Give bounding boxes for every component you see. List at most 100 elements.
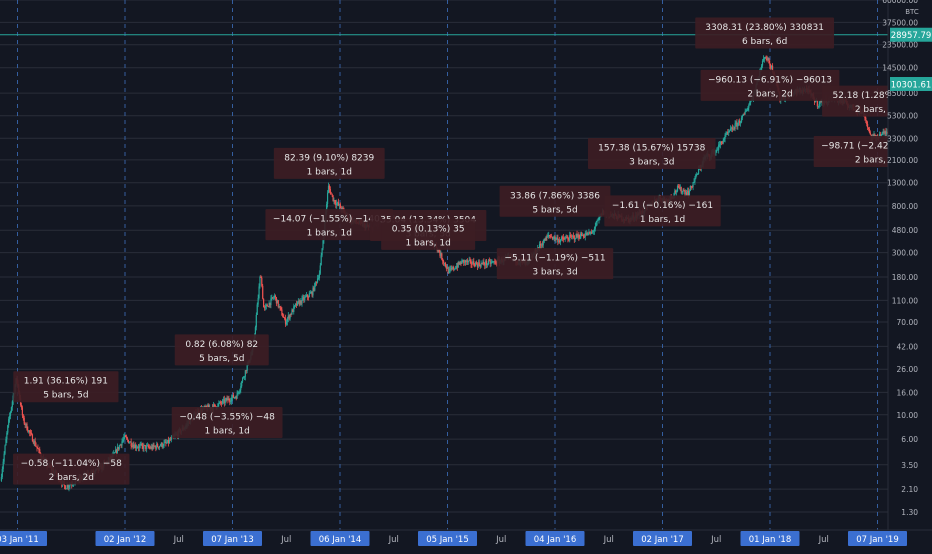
candle-body-819	[749, 102, 750, 104]
candle-body-797	[729, 131, 730, 132]
measure-label-bars-8: 5 bars, 5d	[532, 205, 577, 215]
candle-body-306	[280, 307, 281, 309]
candle-body-124	[114, 453, 115, 454]
candle-body-490	[449, 269, 450, 273]
time-tick-label-5: 06 Jan '14	[319, 535, 361, 545]
candle-body-42	[39, 449, 40, 453]
candle-body-332	[304, 297, 305, 300]
candle-body-739	[676, 191, 677, 192]
price-tick-label-5: 5300.00	[887, 112, 918, 121]
measure-label-bars-12: 6 bars, 6d	[742, 37, 787, 47]
candle-body-517	[473, 261, 474, 265]
candle-body-40	[37, 448, 38, 449]
time-tick-label-7: 05 Jan '15	[426, 535, 468, 545]
candle-body-363	[332, 195, 333, 201]
candle-body-281	[258, 298, 259, 304]
candle-body-2	[3, 462, 4, 469]
candle-body-151	[139, 445, 140, 447]
candle-body-367	[336, 203, 337, 205]
candle-body-295	[270, 298, 271, 305]
candle-body-816	[746, 110, 747, 111]
candle-body-760	[695, 174, 696, 178]
candle-body-180	[165, 442, 166, 443]
price-tick-label-22: 1.30	[901, 508, 918, 517]
candle-body-349	[320, 265, 321, 273]
candle-body-177	[163, 446, 164, 447]
candle-body-147	[135, 445, 136, 448]
measure-label-bars-10: 3 bars, 3d	[629, 157, 674, 167]
candle-body-298	[273, 298, 274, 299]
candle-body-651	[596, 222, 597, 226]
candle-body-3	[4, 454, 5, 462]
candle-body-632	[578, 235, 579, 238]
measure-label-bars-11: 1 bars, 1d	[640, 215, 685, 225]
candle-body-964	[882, 132, 883, 135]
candle-body-181	[166, 443, 167, 444]
candle-body-287	[263, 299, 264, 308]
candle-body-623	[570, 235, 571, 236]
candle-body-617	[565, 238, 566, 239]
candle-body-759	[694, 178, 695, 182]
candle-body-638	[584, 237, 585, 238]
candle-body-803	[735, 123, 736, 129]
candle-body-811	[742, 116, 743, 118]
measure-label-value-2: 0.82 (6.08%) 82	[185, 340, 258, 350]
candle-body-497	[455, 269, 456, 270]
measure-label-bars-4: 1 bars, 1d	[307, 167, 352, 177]
time-tick-label-2: Jul	[173, 535, 184, 545]
candle-body-289	[265, 306, 266, 308]
candle-body-642	[587, 233, 588, 235]
candle-body-261	[239, 390, 240, 392]
candle-body-24	[23, 415, 24, 417]
candle-body-809	[740, 122, 741, 123]
price-tick-label-2: 23500.00	[882, 41, 918, 50]
candle-body-483	[442, 260, 443, 262]
candle-body-357	[327, 193, 328, 204]
candle-body-949	[868, 127, 869, 129]
candle-body-351	[322, 248, 323, 255]
candle-body-266	[244, 377, 245, 378]
price-tick-label-20: 3.50	[901, 461, 918, 470]
candle-body-4	[4, 445, 5, 453]
candle-body-523	[479, 262, 480, 265]
price-tick-label-19: 6.00	[901, 435, 918, 444]
candle-body-514	[470, 260, 471, 264]
candle-body-5	[5, 439, 6, 445]
candle-body-71	[66, 489, 67, 490]
candle-body-258	[237, 393, 238, 398]
candle-body-484	[443, 261, 444, 263]
candle-body-600	[549, 235, 550, 236]
price-tick-label-6: 3300.00	[887, 134, 918, 143]
time-tick-label-3: 07 Jan '13	[211, 535, 253, 545]
candle-body-593	[543, 243, 544, 246]
candle-body-313	[287, 319, 288, 322]
candle-body-28	[26, 424, 27, 430]
candle-body-946	[865, 118, 866, 121]
candle-body-38	[35, 446, 36, 447]
candle-body-0	[1, 477, 2, 481]
candle-body-840	[768, 58, 769, 63]
time-tick-label-10: Jul	[603, 535, 614, 545]
measure-label-bars-3: 1 bars, 1d	[204, 427, 249, 437]
candle-body-9	[9, 416, 10, 419]
candle-body-6	[6, 433, 7, 440]
candle-body-300	[275, 296, 276, 297]
candle-body-950	[869, 129, 870, 132]
measure-label-value-11: −1.61 (−0.16%) −161	[612, 201, 713, 211]
last-price-badge: 10301.61	[891, 81, 932, 91]
candle-body-34	[32, 434, 33, 441]
candle-body-893	[817, 100, 818, 106]
candle-body-338	[310, 293, 311, 294]
candle-body-307	[281, 310, 282, 316]
candle-body-504	[461, 260, 462, 264]
candle-body-260	[238, 392, 239, 393]
measure-label-value-1: −0.58 (−11.04%) −58	[21, 459, 122, 469]
candle-body-841	[769, 63, 770, 66]
candle-body-637	[583, 235, 584, 237]
price-axis-unit: BTC	[905, 8, 919, 16]
candle-body-815	[745, 111, 746, 112]
candle-body-245	[225, 400, 226, 403]
price-tick-label-0: 60000.00	[882, 0, 918, 5]
